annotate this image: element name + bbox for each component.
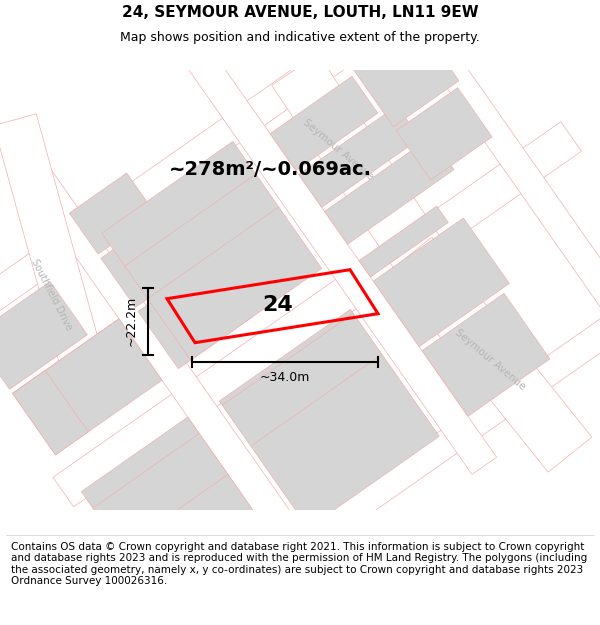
Polygon shape	[0, 0, 465, 341]
Polygon shape	[0, 281, 88, 389]
Polygon shape	[270, 76, 378, 171]
Text: 24: 24	[263, 294, 293, 315]
Text: Map shows position and indicative extent of the property.: Map shows position and indicative extent…	[120, 31, 480, 44]
Polygon shape	[81, 417, 283, 625]
Polygon shape	[422, 293, 550, 416]
Text: Contains OS data © Crown copyright and database right 2021. This information is : Contains OS data © Crown copyright and d…	[11, 541, 587, 586]
Text: Seymour Avenue: Seymour Avenue	[301, 118, 375, 182]
Polygon shape	[396, 88, 492, 180]
Text: ~34.0m: ~34.0m	[260, 371, 310, 384]
Polygon shape	[102, 141, 322, 360]
Polygon shape	[220, 309, 439, 528]
Polygon shape	[373, 218, 509, 347]
Polygon shape	[388, 238, 592, 472]
Polygon shape	[299, 106, 420, 208]
Polygon shape	[359, 206, 448, 277]
Polygon shape	[22, 162, 333, 589]
Text: 24, SEYMOUR AVENUE, LOUTH, LN11 9EW: 24, SEYMOUR AVENUE, LOUTH, LN11 9EW	[122, 5, 478, 20]
Polygon shape	[347, 15, 459, 127]
Text: Southfield Drive: Southfield Drive	[29, 258, 74, 332]
Text: Seymour Avenue: Seymour Avenue	[453, 328, 527, 392]
Text: ~278m²/~0.069ac.: ~278m²/~0.069ac.	[169, 160, 371, 179]
Text: ~22.2m: ~22.2m	[125, 296, 137, 346]
Polygon shape	[13, 319, 162, 455]
Polygon shape	[185, 48, 497, 474]
Polygon shape	[158, 272, 600, 625]
Polygon shape	[325, 137, 454, 244]
Polygon shape	[138, 260, 252, 369]
Polygon shape	[53, 122, 581, 507]
Polygon shape	[70, 173, 155, 254]
Polygon shape	[101, 213, 201, 308]
Polygon shape	[13, 371, 88, 455]
Polygon shape	[0, 114, 116, 416]
Polygon shape	[272, 54, 458, 295]
Polygon shape	[350, 0, 600, 359]
